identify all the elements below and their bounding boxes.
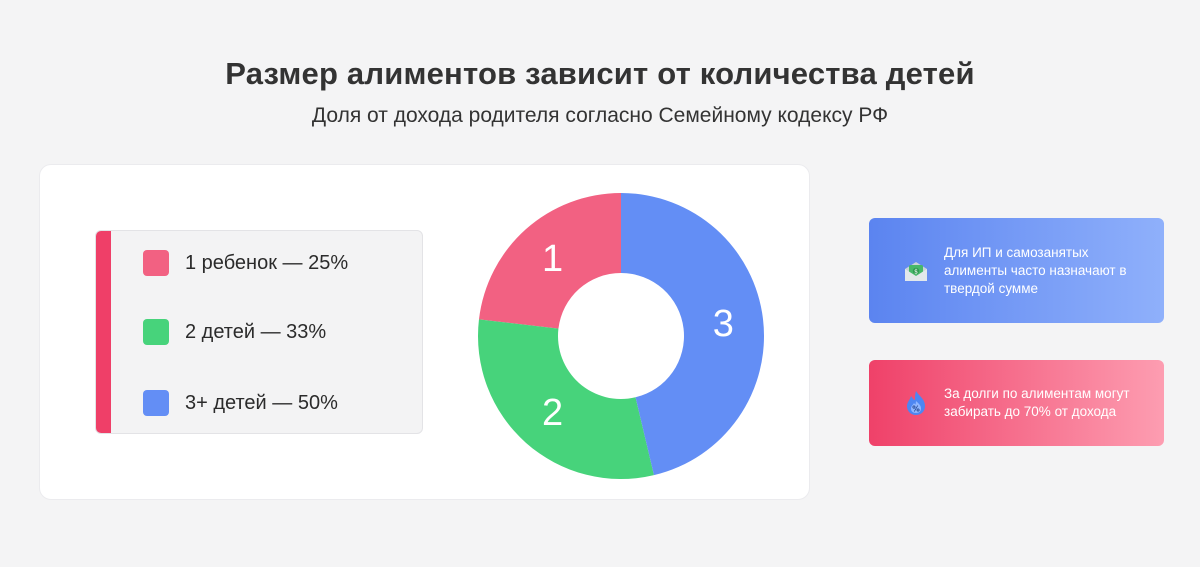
legend-label-1: 1 ребенок — 25% (185, 251, 349, 274)
page-subtitle: Доля от дохода родителя согласно Семейно… (311, 104, 889, 127)
info-card-sole-proprietors: $ Для ИП и самозанятых алименты часто на… (869, 218, 1164, 323)
legend-label-3: 3+ детей — 50% (185, 391, 338, 414)
info-text-debts: За долги по алиментам могут забирать до … (944, 386, 1130, 419)
donut-slice-label-3: 3 (713, 303, 734, 345)
info-text-sole-proprietors: Для ИП и самозанятых алименты часто назн… (944, 244, 1127, 296)
legend-swatch-3 (143, 390, 169, 416)
donut-slice-label-2: 2 (542, 392, 563, 434)
donut-slice-2 (478, 319, 654, 479)
donut-slice-1 (478, 193, 621, 329)
chart-legend: 1 ребенок — 25% 2 детей — 33% 3+ детей —… (95, 230, 423, 434)
legend-accent-bar (96, 231, 111, 433)
legend-item-1: 1 ребенок — 25% (143, 249, 348, 277)
svg-text:%: % (912, 405, 920, 414)
legend-swatch-2 (143, 319, 169, 345)
legend-item-3: 3+ детей — 50% (143, 389, 338, 417)
legend-label-2: 2 детей — 33% (185, 320, 327, 343)
money-envelope-icon: $ (905, 261, 927, 281)
donut-slice-3 (621, 193, 764, 476)
donut-slice-label-1: 1 (542, 238, 563, 280)
legend-item-2: 2 детей — 33% (143, 318, 326, 346)
svg-text:$: $ (914, 268, 918, 275)
percent-flame-icon: % (907, 391, 925, 415)
donut-chart: 1 2 3 (478, 193, 764, 479)
info-card-debts: % За долги по алиментам могут забирать д… (869, 360, 1164, 446)
page-title: Размер алиментов зависит от количества д… (225, 56, 975, 91)
legend-swatch-1 (143, 250, 169, 276)
